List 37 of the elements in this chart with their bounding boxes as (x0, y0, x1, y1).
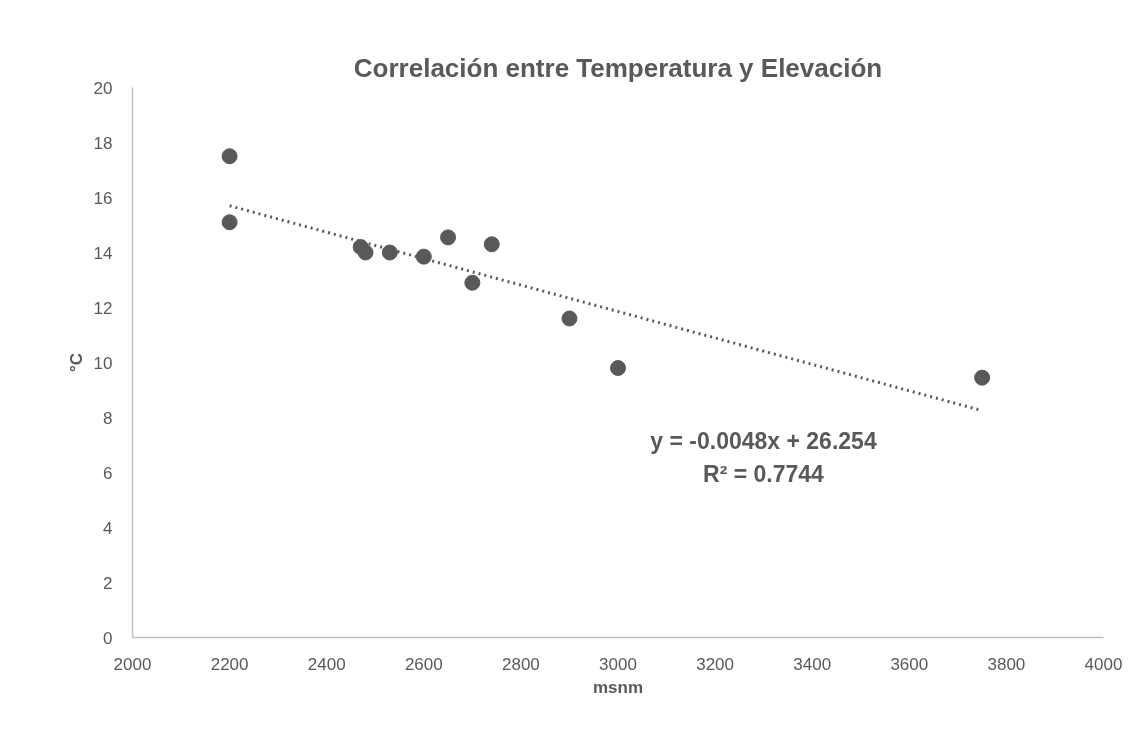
point (381, 244, 398, 261)
point (483, 236, 500, 253)
point (440, 229, 457, 246)
y-tick-label: 8 (103, 408, 113, 428)
x-tick-label: 2600 (404, 654, 443, 674)
x-axis-title: msnm (592, 677, 644, 697)
y-tick-label: 16 (93, 188, 113, 208)
y-axis-title: °C (66, 352, 86, 373)
point (221, 214, 238, 231)
x-tick-label: 3000 (599, 654, 637, 674)
x-tick-label: 3800 (987, 654, 1026, 674)
x-tick-label: 3600 (890, 654, 929, 674)
annotation: y = -0.0048x + 26.254 R² = 0.7744 (650, 427, 877, 488)
point (561, 310, 578, 327)
x-tick-label: 4000 (1084, 654, 1123, 674)
chart-title: Correlación entre Temperatura y Elevación (353, 52, 883, 83)
point (415, 248, 432, 265)
x-tick-label: 2800 (501, 654, 540, 674)
y-tick-label: 4 (103, 518, 113, 538)
point (464, 274, 481, 291)
y-tick-label: 2 (103, 573, 113, 593)
x-tick-label: 2000 (113, 654, 152, 674)
x-tick-label: 2400 (307, 654, 346, 674)
point (974, 369, 991, 386)
y-tick-label: 6 (103, 463, 113, 483)
y-tick-label: 12 (93, 298, 113, 318)
y-tick-label: 18 (93, 133, 113, 153)
y-tick-label: 10 (93, 353, 113, 373)
y-tick-label: 0 (103, 628, 113, 648)
y-tick-label: 14 (93, 243, 113, 263)
point (221, 148, 238, 165)
point (357, 244, 374, 261)
x-tick-label: 3400 (793, 654, 832, 674)
y-tick-label: 20 (93, 78, 113, 98)
point (610, 360, 626, 376)
x-tick-label: 3200 (696, 654, 735, 674)
x-tick-label: 2200 (210, 654, 249, 674)
